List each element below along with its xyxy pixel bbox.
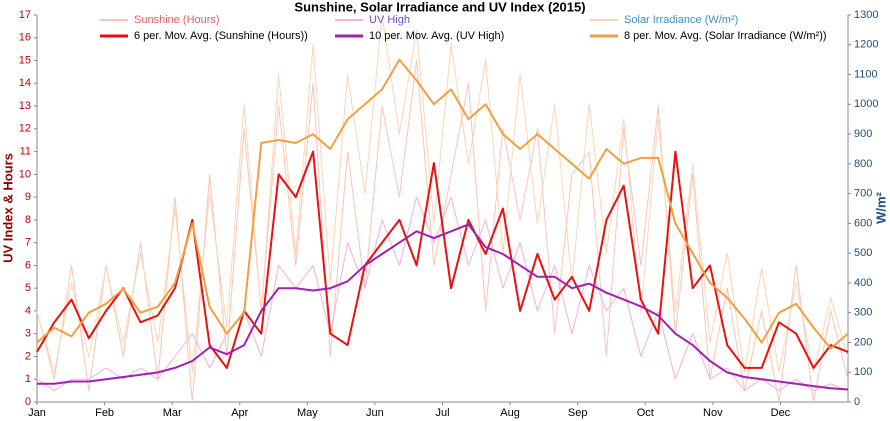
x-tick-label: Jun bbox=[366, 407, 384, 419]
y2-tick-label: 100 bbox=[854, 366, 872, 378]
y2-tick-label: 600 bbox=[854, 217, 872, 229]
y2-tick-label: 1100 bbox=[854, 68, 878, 80]
y2-tick-label: 300 bbox=[854, 307, 872, 319]
series-line bbox=[36, 14, 849, 373]
y2-tick-label: 1300 bbox=[854, 9, 878, 21]
legend-label: Solar Irradiance (W/m²) bbox=[624, 14, 738, 26]
x-tick-label: Nov bbox=[703, 407, 723, 419]
y2-tick-label: 800 bbox=[854, 158, 872, 170]
y-tick-label: 14 bbox=[19, 77, 31, 89]
legend-label: 10 per. Mov. Avg. (UV High) bbox=[369, 30, 504, 42]
y2-tick-label: 700 bbox=[854, 188, 872, 200]
y-axis-label: UV Index & Hours bbox=[0, 153, 15, 263]
y-tick-label: 0 bbox=[25, 396, 31, 408]
legend-label: 8 per. Mov. Avg. (Solar Irradiance (W/m²… bbox=[624, 30, 827, 42]
x-tick-label: Apr bbox=[231, 407, 248, 419]
y-tick-label: 5 bbox=[25, 282, 31, 294]
y2-axis-label: W/m² bbox=[873, 191, 888, 223]
y-tick-label: 11 bbox=[20, 145, 31, 157]
series-line bbox=[36, 58, 849, 350]
series-line bbox=[37, 223, 849, 391]
y2-tick-label: 200 bbox=[854, 336, 872, 348]
y-tick-label: 12 bbox=[19, 123, 31, 135]
legend-label: 6 per. Mov. Avg. (Sunshine (Hours)) bbox=[134, 30, 308, 42]
legend-label: Sunshine (Hours) bbox=[134, 14, 220, 26]
y2-tick-label: 1000 bbox=[854, 98, 878, 110]
y-tick-label: 1 bbox=[25, 373, 31, 385]
y-tick-label: 4 bbox=[25, 305, 31, 317]
legend-label: UV High bbox=[369, 14, 410, 26]
y-tick-label: 7 bbox=[25, 237, 31, 249]
y2-tick-label: 400 bbox=[854, 277, 872, 289]
x-tick-label: Mar bbox=[163, 407, 182, 419]
y-tick-label: 3 bbox=[25, 328, 31, 340]
y2-tick-label: 1200 bbox=[854, 39, 878, 51]
y2-tick-label: 900 bbox=[854, 128, 872, 140]
x-tick-label: May bbox=[297, 407, 318, 419]
chart-title: Sunshine, Solar Irradiance and UV Index … bbox=[294, 0, 585, 14]
y-tick-label: 8 bbox=[25, 214, 31, 226]
x-tick-label: Jul bbox=[435, 407, 449, 419]
x-tick-label: Jan bbox=[28, 407, 46, 419]
y-tick-label: 13 bbox=[19, 100, 31, 112]
y2-tick-label: 0 bbox=[854, 396, 860, 408]
y-tick-label: 16 bbox=[19, 32, 31, 44]
y2-tick-label: 500 bbox=[854, 247, 872, 259]
x-tick-label: Aug bbox=[500, 407, 520, 419]
x-tick-label: Sep bbox=[568, 407, 588, 419]
series-line bbox=[36, 150, 849, 369]
y-tick-label: 17 bbox=[19, 9, 31, 21]
x-tick-label: Dec bbox=[771, 407, 791, 419]
x-tick-label: Feb bbox=[95, 407, 114, 419]
y-tick-label: 10 bbox=[19, 168, 31, 180]
y-tick-label: 9 bbox=[25, 191, 31, 203]
y-tick-label: 6 bbox=[25, 259, 31, 271]
x-tick-label: Oct bbox=[637, 407, 654, 419]
y-tick-label: 2 bbox=[25, 350, 31, 362]
y-tick-label: 15 bbox=[19, 54, 31, 66]
